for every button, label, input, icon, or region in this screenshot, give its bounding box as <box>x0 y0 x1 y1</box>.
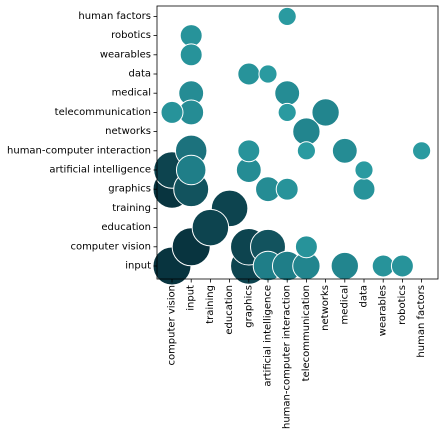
bubble-telecommunication--human-computer-interaction <box>296 141 316 161</box>
bubble-human-computer-interaction--medical <box>274 80 301 107</box>
bubble-layer <box>152 6 432 286</box>
bubble-artificial-intelligence--data <box>258 64 278 84</box>
x-tick-label-wearables: wearables <box>378 285 389 336</box>
x-tick-label-computer-vision: computer vision <box>167 285 178 366</box>
x-tick-label-artificial-intelligence: artificial intelligence <box>263 285 274 387</box>
bubble-human-computer-interaction--graphics <box>275 177 299 201</box>
bubble-data--artificial-intelligence <box>354 160 374 180</box>
x-tick-label-human-factors: human factors <box>416 285 427 358</box>
x-tick-label-human-computer-interaction: human-computer interaction <box>282 285 293 429</box>
y-tick-label-human-factors: human factors <box>78 11 151 22</box>
x-tick-label-robotics: robotics <box>397 285 408 325</box>
bubble-medical--input <box>330 251 359 281</box>
x-tick-label-telecommunication: telecommunication <box>301 285 312 381</box>
bubble-human-computer-interaction--telecommunication <box>277 102 297 122</box>
y-tick-label-graphics: graphics <box>108 184 151 195</box>
y-tick-label-training: training <box>112 203 151 214</box>
y-tick-label-artificial-intelligence: artificial intelligence <box>49 165 151 176</box>
bubble-graphics--data <box>237 62 261 86</box>
x-axis: computer vision input training education gra… <box>167 279 427 429</box>
y-tick-label-medical: medical <box>112 88 151 99</box>
y-tick-label-networks: networks <box>105 126 151 137</box>
plot-frame <box>156 5 439 280</box>
bubble-telecommunication--computer-vision <box>294 235 318 259</box>
y-tick-label-wearables: wearables <box>100 49 151 60</box>
x-tick-label-graphics: graphics <box>243 285 254 328</box>
bubble-training--education <box>191 208 230 247</box>
x-tick-label-input: input <box>186 285 197 311</box>
y-tick-label-input: input <box>125 261 151 272</box>
y-axis: input computer vision education training gra… <box>7 11 157 272</box>
x-tick-label-data: data <box>359 285 370 308</box>
bubble-wearables--input <box>371 254 395 278</box>
x-tick-label-education: education <box>224 285 235 335</box>
y-tick-label-computer-vision: computer vision <box>70 241 151 252</box>
bubble-networks--telecommunication <box>311 98 340 127</box>
bubble-human-computer-interaction--human-factors <box>277 6 297 26</box>
bubble-input--wearables <box>179 43 203 67</box>
y-tick-label-telecommunication: telecommunication <box>55 107 151 118</box>
bubble-data--graphics <box>352 177 376 201</box>
bubble-input--robotics <box>179 24 203 48</box>
x-tick-label-medical: medical <box>339 285 350 324</box>
bubble-medical--human-computer-interaction <box>331 137 358 164</box>
y-tick-label-education: education <box>101 222 151 233</box>
bubble-input--artificial-intelligence <box>175 154 207 186</box>
bubble-graphics--human-computer-interaction <box>237 139 261 163</box>
y-tick-label-human-computer-interaction: human-computer interaction <box>7 145 151 156</box>
y-tick-label-data: data <box>128 69 151 80</box>
x-tick-label-training: training <box>205 285 216 324</box>
y-tick-label-robotics: robotics <box>111 30 151 41</box>
x-tick-label-networks: networks <box>320 285 331 331</box>
bubble-robotics--input <box>390 254 414 278</box>
bubble-computer-vision--telecommunication <box>160 100 184 124</box>
bubble-human-factors--human-computer-interaction <box>412 141 432 161</box>
bubble-telecommunication--networks <box>292 117 321 146</box>
